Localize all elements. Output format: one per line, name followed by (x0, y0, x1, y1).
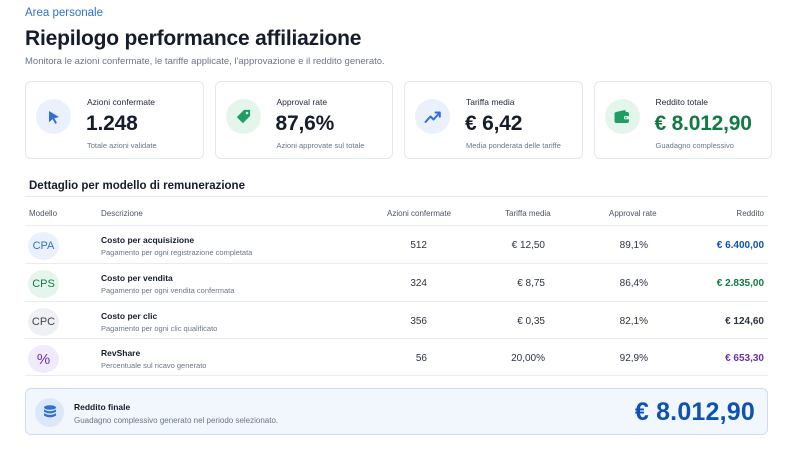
model-description: Percentuale sul ricavo generato (101, 361, 207, 370)
section-divider (25, 196, 768, 197)
cell-actions: 512 (410, 240, 427, 251)
col-tariffa: Tariffa media (505, 209, 551, 218)
kpi-card-tariffa: Tariffa media € 6,42 Media ponderata del… (404, 81, 583, 159)
final-value: € 8.012,90 (634, 398, 755, 426)
kpi-value: 1.248 (86, 112, 138, 135)
model-name: Costo per vendita (101, 273, 173, 283)
col-modello: Modello (29, 209, 58, 218)
cursor-arrow-icon (36, 99, 71, 134)
col-reddito: Reddito (736, 209, 764, 218)
table-row[interactable]: CPA Costo per acquisizione Pagamento per… (25, 225, 768, 262)
cell-revenue: € 124,60 (725, 316, 764, 327)
wallet-icon (604, 99, 640, 134)
kpi-sub: Guadagno complessivo (655, 141, 734, 150)
kpi-sub: Azioni approvate sul totale (276, 141, 365, 150)
table-row[interactable]: % RevShare Percentuale sul ricavo genera… (25, 338, 768, 376)
kpi-card-approval: Approval rate 87,6% Azioni approvate sul… (214, 81, 393, 159)
cell-rate: € 8,75 (517, 278, 545, 289)
coins-stack-icon (35, 398, 64, 427)
table-row[interactable]: CPC Costo per clic Pagamento per ogni cl… (25, 301, 768, 338)
kpi-value: € 8.012,90 (654, 112, 752, 135)
cell-rate: 20,00% (511, 353, 545, 364)
cell-approval: 92,9% (619, 353, 648, 364)
cell-rate: € 12,50 (511, 240, 545, 251)
kpi-sub: Totale azioni validate (87, 141, 157, 150)
col-approval: Approval rate (609, 209, 657, 218)
cell-approval: 86,4% (619, 278, 648, 289)
cell-actions: 356 (410, 316, 427, 327)
kpi-label: Approval rate (276, 97, 328, 107)
tag-icon (225, 99, 261, 134)
kpi-label: Azioni confermate (87, 97, 156, 107)
section-title: Dettaglio per modello di remunerazione (29, 180, 245, 192)
cell-actions: 56 (415, 353, 427, 364)
model-badge: CPS (28, 270, 59, 298)
final-label: Reddito finale (74, 402, 131, 412)
kpi-label: Tariffa media (466, 97, 515, 107)
kpi-cards: Azioni confermate 1.248 Totale azioni va… (25, 81, 772, 159)
model-name: RevShare (101, 348, 141, 358)
kpi-card-reddito: Reddito totale € 8.012,90 Guadagno compl… (593, 81, 772, 159)
model-description: Pagamento per ogni clic qualificato (101, 324, 218, 333)
cell-revenue: € 2.835,00 (716, 278, 764, 289)
table-row[interactable]: CPS Costo per vendita Pagamento per ogni… (25, 263, 768, 300)
cell-rate: € 0,35 (517, 316, 545, 327)
col-descrizione: Descrizione (101, 209, 143, 218)
model-description: Pagamento per ogni vendita confermata (101, 286, 235, 295)
kpi-value: € 6,42 (465, 112, 523, 135)
cell-approval: 82,1% (619, 316, 648, 327)
model-name: Costo per acquisizione (101, 235, 195, 245)
table-header: Modello Descrizione Azioni confermate Ta… (25, 206, 768, 222)
final-sub: Guadagno complessivo generato nel period… (74, 416, 279, 425)
cell-actions: 324 (410, 278, 427, 289)
model-name: Costo per clic (101, 311, 158, 321)
page-subtitle: Monitora le azioni confermate, le tariff… (25, 56, 385, 67)
cell-approval: 89,1% (619, 240, 648, 251)
kpi-sub: Media ponderata delle tariffe (466, 141, 561, 150)
kpi-value: 87,6% (275, 112, 335, 135)
cell-revenue: € 6.400,00 (716, 240, 764, 251)
trend-up-icon (415, 99, 450, 134)
col-azioni: Azioni confermate (387, 209, 452, 218)
model-badge: CPA (28, 232, 59, 260)
cell-revenue: € 653,30 (725, 353, 764, 364)
model-description: Pagamento per ogni registrazione complet… (101, 248, 253, 257)
model-badge: % (28, 345, 59, 373)
kpi-card-azioni: Azioni confermate 1.248 Totale azioni va… (25, 81, 204, 159)
kpi-label: Reddito totale (655, 97, 708, 107)
page-title: Riepilogo performance affiliazione (25, 27, 362, 50)
final-income-panel: Reddito finale Guadagno complessivo gene… (25, 388, 768, 435)
breadcrumb-area-personale[interactable]: Area personale (25, 7, 103, 19)
model-badge: CPC (28, 308, 59, 336)
